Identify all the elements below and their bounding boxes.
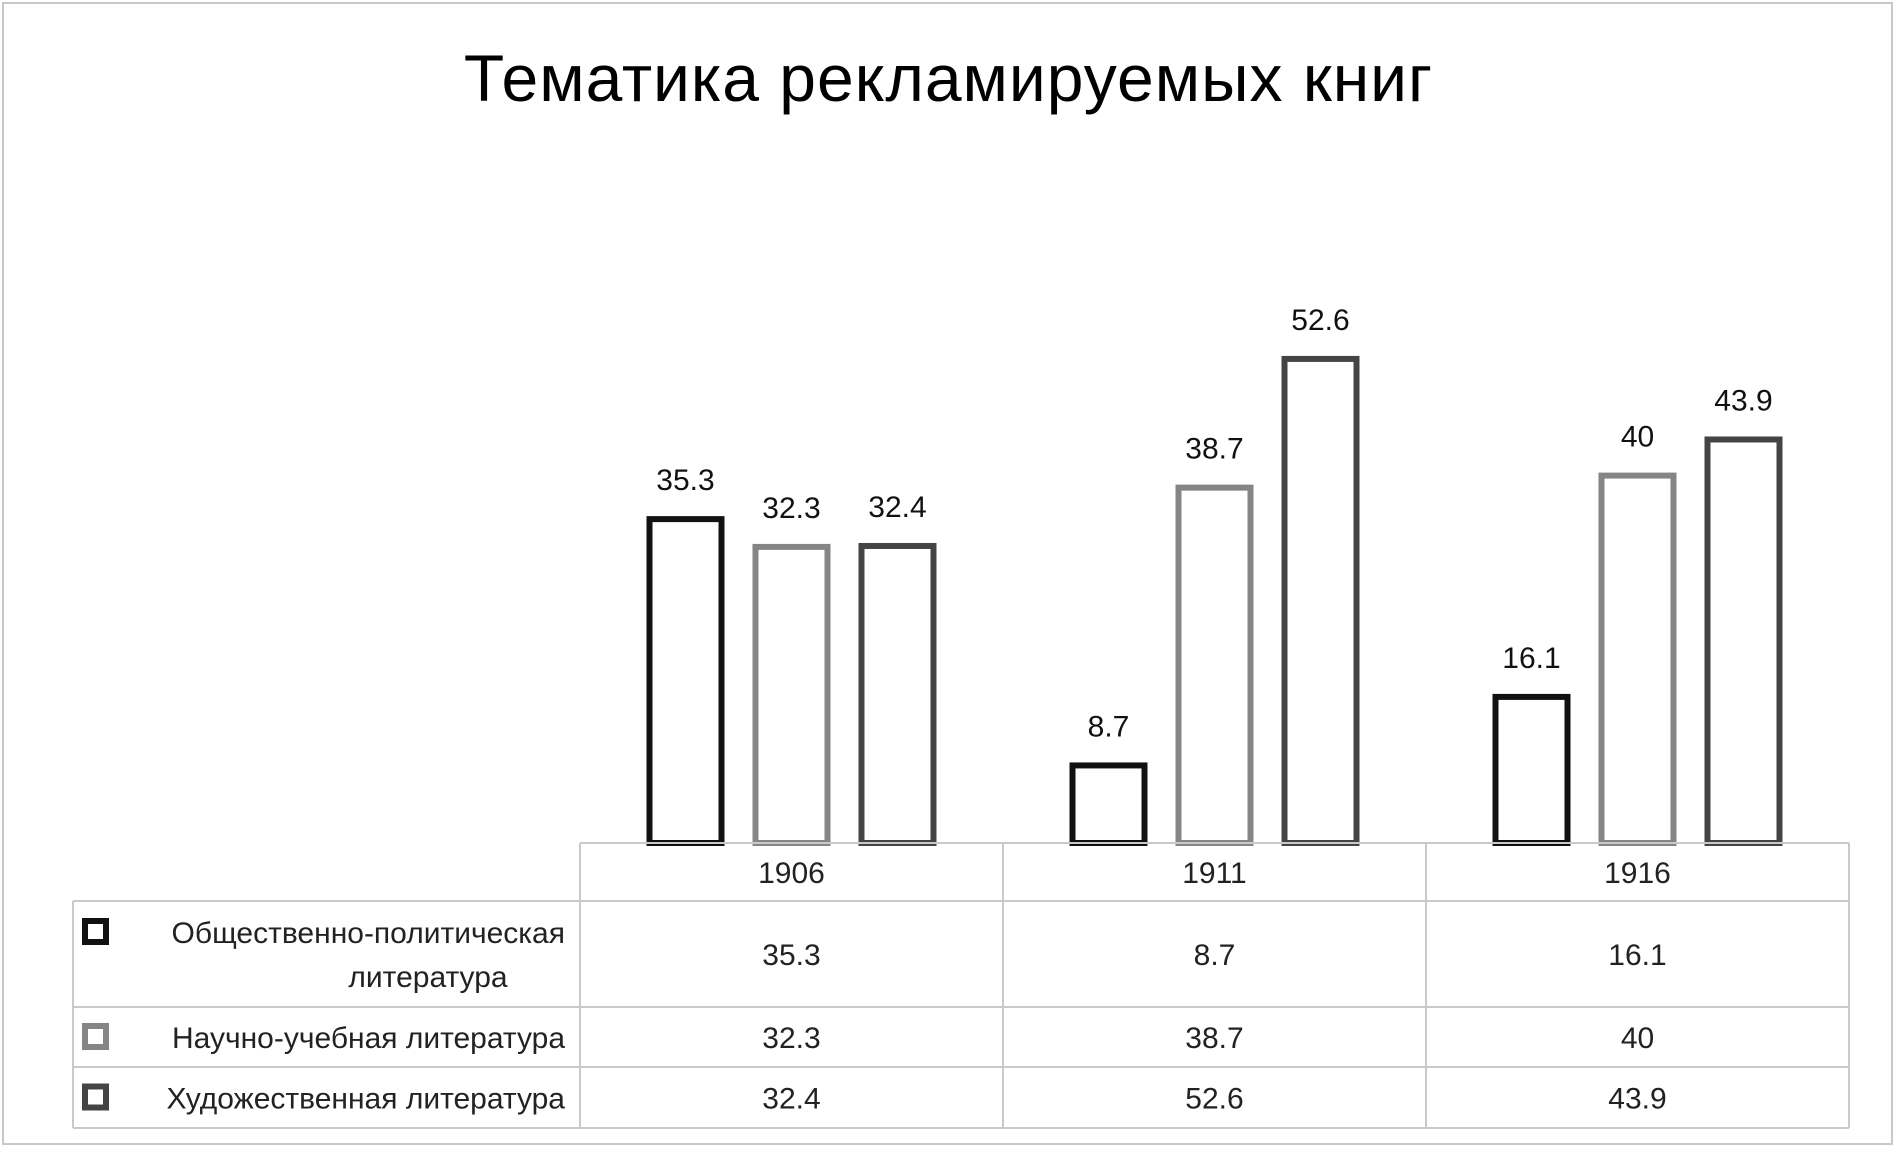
bar-3-1906 (858, 542, 937, 846)
chart-title: Тематика рекламируемых книг (463, 41, 1434, 115)
data-label-2-1906: 32.3 (762, 492, 820, 525)
table-cell-1-1906: 35.3 (762, 939, 820, 972)
bar-2-1911 (1175, 484, 1254, 846)
legend-key-2 (82, 1023, 109, 1050)
table-cell-2-1916: 40 (1621, 1022, 1654, 1055)
data-label-2-1911: 38.7 (1185, 433, 1243, 466)
data-label-3-1911: 52.6 (1291, 304, 1349, 337)
table-cell-1-1911: 8.7 (1194, 939, 1236, 972)
category-label-1906: 1906 (758, 857, 825, 890)
legend-key-1 (82, 918, 109, 945)
table-cell-2-1906: 32.3 (762, 1022, 820, 1055)
data-label-1-1911: 8.7 (1088, 710, 1130, 743)
series-name-3: Художественная литература (166, 1083, 565, 1116)
data-label-2-1916: 40 (1621, 421, 1654, 454)
data-label-3-1906: 32.4 (868, 491, 926, 524)
data-label-1-1916: 16.1 (1502, 642, 1560, 675)
category-label-1911: 1911 (1182, 857, 1247, 890)
table-cell-3-1911: 52.6 (1185, 1083, 1243, 1116)
data-label-1-1906: 35.3 (656, 464, 714, 497)
table-cell-1-1916: 16.1 (1608, 939, 1666, 972)
category-label-1916: 1916 (1604, 857, 1671, 890)
table-cell-2-1911: 38.7 (1185, 1022, 1243, 1055)
bar-1-1911 (1069, 762, 1148, 846)
series-name-1: Общественно-политическая литература (172, 917, 565, 994)
data-label-3-1916: 43.9 (1714, 384, 1772, 417)
legend-key-3 (82, 1083, 109, 1111)
table-cell-3-1906: 32.4 (762, 1083, 820, 1116)
bar-3-1916 (1704, 436, 1783, 846)
bar-3-1911 (1281, 355, 1360, 846)
bar-1-1916 (1492, 693, 1571, 846)
bar-1-1906 (646, 516, 725, 846)
bar-2-1906 (752, 543, 831, 846)
series-name-2: Научно-учебная литература (172, 1022, 565, 1055)
bar-2-1916 (1598, 472, 1677, 846)
table-cell-3-1916: 43.9 (1608, 1083, 1666, 1116)
